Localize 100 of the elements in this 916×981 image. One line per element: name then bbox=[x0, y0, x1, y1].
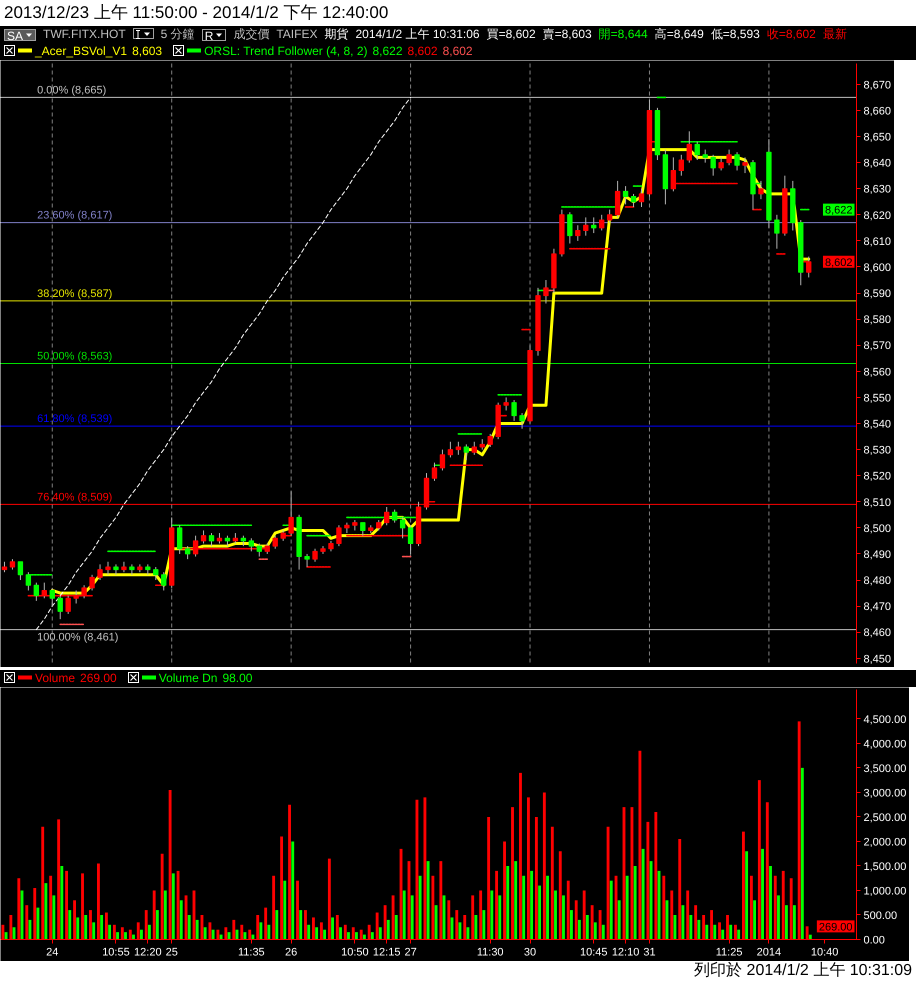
y-tick-label: 1,500.00 bbox=[864, 860, 906, 873]
y-tick-label: 8,600 bbox=[864, 262, 892, 274]
bar bbox=[737, 930, 740, 940]
y-tick-label: 8,550 bbox=[864, 392, 892, 404]
bar bbox=[44, 883, 48, 940]
bar bbox=[642, 848, 645, 940]
x-tick-label: 2014 bbox=[756, 946, 782, 958]
line-series bbox=[36, 96, 412, 630]
candlestick bbox=[710, 154, 716, 176]
candlestick bbox=[670, 156, 676, 192]
candlestick bbox=[192, 535, 198, 558]
x-tick-label: 25 bbox=[166, 946, 178, 958]
candlestick bbox=[376, 520, 382, 531]
bar bbox=[52, 895, 56, 940]
bar bbox=[681, 905, 684, 940]
y-tick-label: 8,570 bbox=[864, 340, 892, 352]
bar bbox=[196, 920, 199, 940]
bar bbox=[761, 848, 764, 940]
bar bbox=[634, 866, 637, 940]
text: 賣=8,603 bbox=[542, 27, 592, 41]
text: 2014/1/2 上午 10:31:06 bbox=[355, 27, 480, 41]
y-tick-label: 4,500.00 bbox=[864, 714, 906, 726]
candlestick bbox=[216, 532, 222, 544]
y-tick-label: 500.00 bbox=[864, 910, 898, 922]
candlestick bbox=[352, 520, 358, 531]
ref-line-label: 0.00% (8,665) bbox=[37, 84, 106, 96]
candlestick bbox=[488, 433, 493, 448]
bar bbox=[594, 922, 597, 940]
bar bbox=[108, 924, 112, 940]
text: R bbox=[202, 29, 226, 43]
bar bbox=[450, 917, 454, 940]
candlestick bbox=[208, 532, 214, 547]
y-tick-label: 8,470 bbox=[864, 601, 892, 614]
y-tick-label: 2,500.00 bbox=[864, 812, 906, 824]
x-tick-label: 27 bbox=[404, 946, 417, 958]
y-tick-label: 3,500.00 bbox=[864, 762, 906, 775]
ref-line-label: 76.40% (8,509) bbox=[37, 491, 112, 504]
x-tick-label: 11:25 bbox=[716, 946, 742, 958]
y-tick-label: 8,530 bbox=[864, 444, 892, 457]
candlestick bbox=[614, 180, 620, 218]
bar bbox=[689, 914, 692, 940]
annotation: 8,622 bbox=[824, 204, 853, 217]
y-tick-label: 8,580 bbox=[864, 314, 892, 326]
candlestick bbox=[280, 530, 286, 542]
candlestick bbox=[575, 224, 580, 242]
candlestick bbox=[599, 214, 604, 231]
x-tick-label: 12:10 bbox=[612, 946, 640, 958]
candlestick bbox=[384, 506, 390, 526]
bar bbox=[658, 870, 660, 940]
candlestick bbox=[591, 216, 596, 234]
bar bbox=[347, 932, 350, 940]
bar bbox=[522, 876, 526, 940]
candlestick bbox=[176, 524, 182, 554]
ref-line-label: 23.60% (8,617) bbox=[37, 210, 112, 222]
candlestick bbox=[18, 561, 24, 581]
x-tick-label: 12:15 bbox=[372, 946, 400, 958]
bar bbox=[442, 895, 446, 940]
y-tick-label: 8,510 bbox=[864, 496, 892, 509]
text: 列印於 2014/1/2 上午 10:31:09 bbox=[0, 961, 916, 981]
bar bbox=[474, 914, 478, 940]
bar bbox=[570, 910, 573, 940]
candlestick bbox=[686, 130, 692, 164]
bar bbox=[370, 932, 374, 940]
candlestick bbox=[392, 509, 398, 524]
candlestick bbox=[50, 587, 55, 607]
bar bbox=[482, 910, 486, 940]
x-tick-label: 10:55 bbox=[102, 946, 130, 958]
legend-label: ORSL: Trend Follower (4, 8, 2) bbox=[204, 44, 368, 58]
text: 269.00 bbox=[80, 671, 117, 685]
x-tick-label: 26 bbox=[285, 946, 298, 958]
y-tick-label: 8,620 bbox=[864, 210, 892, 222]
y-tick-label: 0.00 bbox=[864, 934, 885, 946]
y-tick-label: 8,650 bbox=[864, 132, 892, 144]
candlestick bbox=[10, 558, 16, 570]
candlestick bbox=[264, 543, 270, 554]
text: 8,603 bbox=[132, 44, 162, 58]
candlestick bbox=[503, 396, 509, 411]
bar bbox=[228, 932, 230, 940]
legend-label: Volume bbox=[35, 671, 76, 685]
candlestick bbox=[2, 561, 8, 573]
y-tick-label: 4,000.00 bbox=[864, 738, 906, 750]
bar bbox=[140, 930, 143, 940]
bar bbox=[745, 851, 748, 940]
candlestick bbox=[543, 280, 549, 304]
candlestick bbox=[328, 540, 334, 552]
candlestick bbox=[432, 462, 438, 482]
bar bbox=[697, 920, 700, 940]
text: 最新 bbox=[822, 27, 847, 41]
x-tick-label: 10:40 bbox=[810, 946, 838, 958]
bar bbox=[626, 876, 629, 940]
legend-label: Volume Dn bbox=[158, 671, 218, 685]
candlestick bbox=[272, 535, 278, 550]
bar bbox=[578, 920, 581, 940]
bar bbox=[753, 900, 756, 940]
candlestick bbox=[232, 532, 238, 544]
text: 8,602 bbox=[408, 44, 438, 58]
candlestick bbox=[694, 141, 700, 161]
bar bbox=[562, 895, 565, 940]
bar bbox=[362, 934, 366, 940]
bar bbox=[164, 890, 167, 940]
